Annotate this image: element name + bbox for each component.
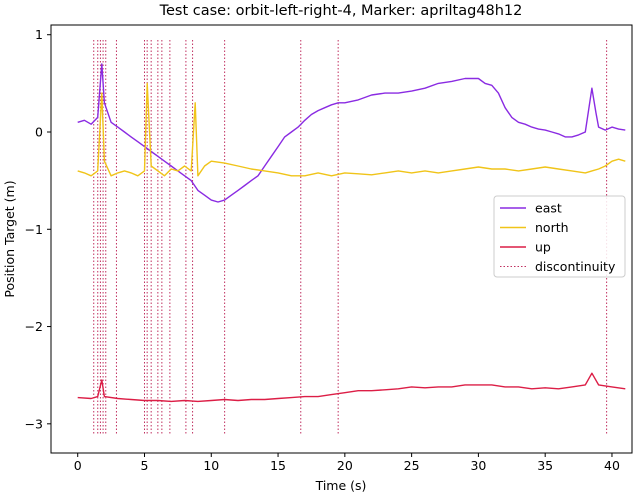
legend-label: up: [535, 240, 551, 255]
y-tick-label: −2: [25, 319, 43, 334]
plot-area: [50, 24, 633, 454]
x-axis-ticks: 0 5 10 15 20 25 30 35 40: [74, 453, 620, 473]
y-tick-label: −3: [25, 416, 43, 431]
x-axis-label: Time (s): [315, 478, 367, 493]
x-tick-label: 5: [141, 458, 149, 473]
x-tick-label: 10: [203, 458, 219, 473]
x-tick-label: 30: [470, 458, 486, 473]
series-line-north: [77, 82, 626, 177]
x-tick-label: 35: [537, 458, 553, 473]
series-lines: [77, 63, 626, 403]
legend-label: north: [535, 220, 569, 235]
x-tick-label: 0: [74, 458, 82, 473]
y-tick-label: 0: [35, 125, 43, 140]
legend-label: discontinuity: [535, 259, 616, 274]
series-line-up: [77, 372, 626, 403]
y-axis-ticks: 1 0 −1 −2 −3: [25, 27, 51, 431]
series-line-east: [77, 63, 626, 203]
x-tick-label: 40: [604, 458, 620, 473]
legend-box: [493, 195, 626, 278]
x-tick-label: 20: [337, 458, 353, 473]
y-tick-label: −1: [25, 222, 43, 237]
legend: east north up discontinuity: [493, 195, 626, 278]
y-tick-label: 1: [35, 27, 43, 42]
chart-title: Test case: orbit-left-right-4, Marker: a…: [159, 3, 523, 19]
x-tick-label: 15: [270, 458, 286, 473]
y-axis-label: Position Target (m): [2, 180, 17, 297]
x-tick-label: 25: [404, 458, 420, 473]
legend-label: east: [535, 201, 562, 216]
